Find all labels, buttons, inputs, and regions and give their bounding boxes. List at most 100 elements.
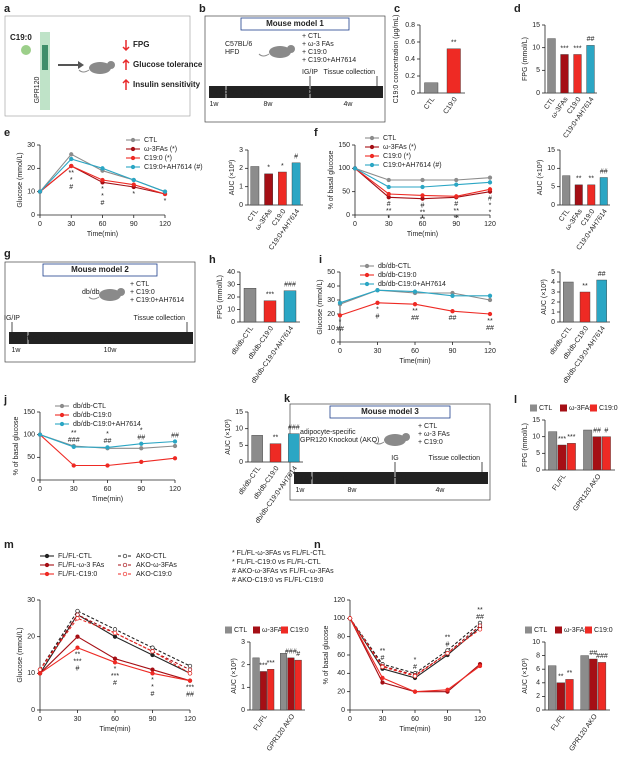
treatment: + C19:0 bbox=[418, 439, 443, 446]
data-point bbox=[420, 184, 425, 190]
bar bbox=[574, 184, 583, 206]
legend-label: CTL bbox=[144, 137, 157, 144]
bar bbox=[592, 436, 602, 471]
data-point bbox=[131, 182, 136, 187]
collection-label: Tissue collection bbox=[429, 455, 481, 462]
data-point bbox=[69, 152, 74, 157]
duration: 4w bbox=[344, 101, 354, 108]
y-tick-label: 2 bbox=[536, 693, 540, 700]
model-label: adipocyte-specific bbox=[300, 429, 356, 436]
x-tick-label: 60 bbox=[411, 348, 419, 355]
significance-mark: # bbox=[294, 154, 298, 161]
title-box bbox=[42, 263, 158, 277]
bar bbox=[601, 436, 611, 471]
significance-mark: ## bbox=[598, 271, 606, 278]
y-tick-label: 10 bbox=[27, 189, 35, 196]
legend-label: C19:0 bbox=[599, 405, 618, 412]
y-tick-label: 0 bbox=[411, 90, 415, 97]
y-axis-label: AUC (×10³) bbox=[225, 419, 232, 455]
x-tick-label: FL/FL bbox=[550, 713, 566, 732]
data-point bbox=[450, 309, 455, 314]
y-tick-label: 10 bbox=[532, 45, 540, 52]
y-axis-label: C19:0 concentration (µg/mL) bbox=[393, 15, 400, 104]
series-line bbox=[354, 167, 491, 197]
x-tick-label: 0 bbox=[353, 221, 357, 228]
legend-label: FL/FL-CTL bbox=[58, 553, 92, 560]
bar bbox=[424, 82, 439, 94]
significance-mark: *** bbox=[560, 45, 568, 52]
legend-swatch bbox=[225, 626, 232, 634]
legend-label: C19:0+AH7614 (#) bbox=[383, 162, 442, 169]
significance-mark: *** bbox=[567, 434, 575, 441]
bar bbox=[291, 162, 301, 206]
data-point bbox=[487, 293, 493, 298]
significance-mark: ** bbox=[273, 435, 279, 442]
legend-label: ω-3FAs bbox=[564, 627, 588, 634]
data-point bbox=[172, 443, 178, 449]
significance-mark: ## bbox=[600, 168, 608, 175]
data-point bbox=[100, 166, 105, 171]
bar bbox=[287, 657, 295, 711]
legend-label: C19:0 bbox=[290, 627, 309, 634]
y-tick-label: 150 bbox=[338, 142, 350, 149]
bar bbox=[243, 288, 257, 323]
data-point bbox=[187, 671, 193, 676]
significance-mark: * bbox=[151, 684, 154, 691]
data-point bbox=[37, 432, 43, 437]
y-tick-label: 100 bbox=[23, 432, 35, 439]
y-tick-label: 50 bbox=[327, 269, 335, 276]
membrane bbox=[40, 32, 50, 110]
significance-mark: * bbox=[281, 163, 284, 170]
y-axis-label: % of basal glucose bbox=[13, 417, 20, 476]
panel-label: k bbox=[284, 393, 291, 405]
significance-mark: *** bbox=[267, 660, 275, 667]
y-axis-label: AUC (×10³) bbox=[522, 658, 529, 694]
significance-mark: * bbox=[267, 165, 270, 172]
x-axis-label: Time(min) bbox=[399, 358, 430, 365]
y-tick-label: 0.8 bbox=[405, 22, 415, 29]
significance-mark: ** bbox=[589, 176, 595, 183]
timeline bbox=[9, 332, 193, 344]
bar bbox=[267, 669, 275, 711]
data-point bbox=[380, 664, 385, 670]
y-tick-label: 150 bbox=[23, 409, 35, 416]
y-tick-label: 5 bbox=[551, 184, 555, 191]
panel-box bbox=[4, 15, 191, 117]
phase-label: Adaptive feeding bbox=[11, 335, 63, 342]
y-axis-label: FPG (mmol/L) bbox=[522, 37, 529, 81]
y-tick-label: 0.4 bbox=[405, 56, 415, 63]
collection-label: Tissue collection bbox=[134, 315, 186, 322]
significance-mark: * bbox=[164, 198, 167, 205]
x-tick-label: 30 bbox=[67, 221, 75, 228]
bar bbox=[599, 177, 608, 206]
data-point bbox=[187, 678, 193, 683]
significance-mark: ** bbox=[487, 318, 493, 325]
significance-mark: # bbox=[604, 428, 608, 435]
x-tick-label: 60 bbox=[104, 486, 112, 493]
treatment: + C19:0 bbox=[130, 289, 155, 296]
significance-mark: * bbox=[106, 431, 109, 438]
route-label: IG/IP bbox=[302, 69, 318, 76]
legend-label: C19:0 bbox=[594, 627, 613, 634]
x-tick-label: 30 bbox=[379, 716, 387, 723]
y-tick-label: 15 bbox=[532, 22, 540, 29]
x-tick-label: 120 bbox=[159, 221, 171, 228]
significance-mark: # bbox=[421, 203, 425, 210]
data-point bbox=[150, 649, 155, 654]
significance-mark: ## bbox=[336, 326, 344, 333]
data-point bbox=[454, 177, 459, 183]
x-tick-label: 0 bbox=[348, 716, 352, 723]
panel-label: g bbox=[4, 248, 11, 260]
model-label: db/db bbox=[82, 289, 100, 296]
mouse-icon bbox=[78, 69, 90, 73]
data-point bbox=[131, 177, 136, 183]
y-tick-label: 4 bbox=[551, 279, 555, 286]
treatment: + C19:0+AH7614 bbox=[130, 297, 184, 304]
y-tick-label: 0 bbox=[31, 212, 35, 219]
duration: 1w bbox=[296, 487, 306, 494]
significance-mark: # bbox=[376, 314, 380, 321]
x-axis-label: Time(min) bbox=[399, 726, 430, 733]
legend-label: FL/FL-C19:0 bbox=[58, 571, 97, 578]
effect-label: FPG bbox=[133, 40, 149, 49]
y-tick-label: 4 bbox=[536, 680, 540, 687]
